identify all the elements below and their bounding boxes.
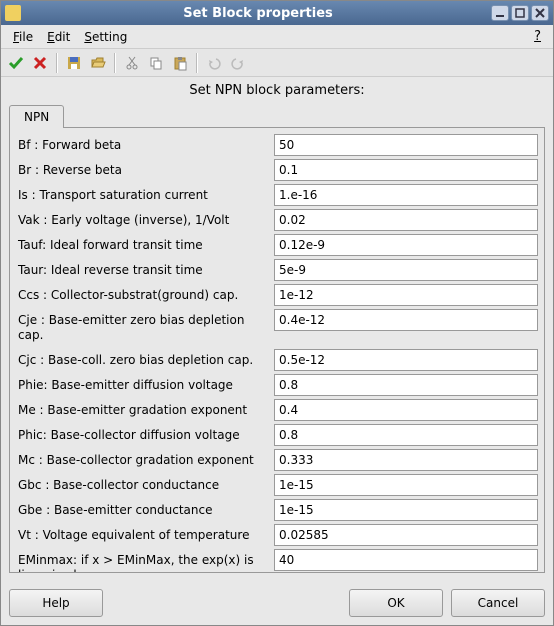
- cut-icon[interactable]: [121, 52, 143, 74]
- tab-npn[interactable]: NPN: [9, 105, 64, 128]
- maximize-button[interactable]: [511, 5, 529, 21]
- param-row: Phie: Base-emitter diffusion voltage: [16, 374, 538, 397]
- param-input[interactable]: [274, 259, 538, 281]
- param-row: Taur: Ideal reverse transit time: [16, 259, 538, 282]
- param-label: Gbc : Base-collector conductance: [16, 474, 274, 497]
- window: Set Block properties File Edit Setting ?…: [0, 0, 554, 626]
- param-row: Is : Transport saturation current: [16, 184, 538, 207]
- save-icon[interactable]: [63, 52, 85, 74]
- param-row: Br : Reverse beta: [16, 159, 538, 182]
- toolbar: [1, 49, 553, 77]
- param-input[interactable]: [274, 424, 538, 446]
- tab-panel: Bf : Forward betaBr : Reverse betaIs : T…: [9, 127, 545, 573]
- param-input[interactable]: [274, 349, 538, 371]
- param-row: Bf : Forward beta: [16, 134, 538, 157]
- param-input[interactable]: [274, 234, 538, 256]
- app-icon: [5, 5, 21, 21]
- menubar: File Edit Setting ?: [1, 25, 553, 49]
- param-row: Vak : Early voltage (inverse), 1/Volt: [16, 209, 538, 232]
- ok-button[interactable]: OK: [349, 589, 443, 617]
- menu-help[interactable]: ?: [528, 27, 547, 46]
- param-label: Phie: Base-emitter diffusion voltage: [16, 374, 274, 397]
- param-input[interactable]: [274, 499, 538, 521]
- open-icon[interactable]: [87, 52, 109, 74]
- param-input[interactable]: [274, 449, 538, 471]
- param-input[interactable]: [274, 284, 538, 306]
- param-label: Br : Reverse beta: [16, 159, 274, 182]
- param-label: Phic: Base-collector diffusion voltage: [16, 424, 274, 447]
- param-row: EMinmax: if x > EMinMax, the exp(x) is l…: [16, 549, 538, 573]
- param-row: Vt : Voltage equivalent of temperature: [16, 524, 538, 547]
- param-input[interactable]: [274, 159, 538, 181]
- param-row: Mc : Base-collector gradation exponent: [16, 449, 538, 472]
- ok-icon[interactable]: [5, 52, 27, 74]
- param-row: Ccs : Collector-substrat(ground) cap.: [16, 284, 538, 307]
- param-label: Cje : Base-emitter zero bias depletion c…: [16, 309, 274, 347]
- titlebar-buttons: [491, 5, 549, 21]
- param-label: EMinmax: if x > EMinMax, the exp(x) is l…: [16, 549, 274, 573]
- undo-icon[interactable]: [203, 52, 225, 74]
- minimize-button[interactable]: [491, 5, 509, 21]
- param-label: Ccs : Collector-substrat(ground) cap.: [16, 284, 274, 307]
- content-area: NPN Bf : Forward betaBr : Reverse betaIs…: [1, 104, 553, 581]
- cancel-button[interactable]: Cancel: [451, 589, 545, 617]
- close-button[interactable]: [531, 5, 549, 21]
- param-row: Gbe : Base-emitter conductance: [16, 499, 538, 522]
- menu-file[interactable]: File: [7, 28, 39, 46]
- param-label: Bf : Forward beta: [16, 134, 274, 157]
- paste-icon[interactable]: [169, 52, 191, 74]
- param-row: Gbc : Base-collector conductance: [16, 474, 538, 497]
- param-input[interactable]: [274, 134, 538, 156]
- param-label: Vt : Voltage equivalent of temperature: [16, 524, 274, 547]
- param-row: Phic: Base-collector diffusion voltage: [16, 424, 538, 447]
- param-input[interactable]: [274, 309, 538, 331]
- param-label: Is : Transport saturation current: [16, 184, 274, 207]
- titlebar[interactable]: Set Block properties: [1, 1, 553, 25]
- param-label: Mc : Base-collector gradation exponent: [16, 449, 274, 472]
- param-input[interactable]: [274, 184, 538, 206]
- param-label: Cjc : Base-coll. zero bias depletion cap…: [16, 349, 274, 372]
- copy-icon[interactable]: [145, 52, 167, 74]
- param-input[interactable]: [274, 524, 538, 546]
- param-label: Gbe : Base-emitter conductance: [16, 499, 274, 522]
- window-title: Set Block properties: [25, 6, 491, 21]
- param-row: Me : Base-emitter gradation exponent: [16, 399, 538, 422]
- param-input[interactable]: [274, 549, 538, 571]
- param-label: Vak : Early voltage (inverse), 1/Volt: [16, 209, 274, 232]
- param-input[interactable]: [274, 209, 538, 231]
- param-label: Me : Base-emitter gradation exponent: [16, 399, 274, 422]
- param-row: Cjc : Base-coll. zero bias depletion cap…: [16, 349, 538, 372]
- button-row: Help OK Cancel: [1, 581, 553, 625]
- param-input[interactable]: [274, 474, 538, 496]
- param-input[interactable]: [274, 374, 538, 396]
- menu-edit[interactable]: Edit: [41, 28, 76, 46]
- redo-icon[interactable]: [227, 52, 249, 74]
- menu-setting[interactable]: Setting: [78, 28, 133, 46]
- param-input[interactable]: [274, 399, 538, 421]
- param-label: Taur: Ideal reverse transit time: [16, 259, 274, 282]
- cancel-icon[interactable]: [29, 52, 51, 74]
- subtitle: Set NPN block parameters:: [1, 77, 553, 104]
- param-label: Tauf: Ideal forward transit time: [16, 234, 274, 257]
- param-row: Cje : Base-emitter zero bias depletion c…: [16, 309, 538, 347]
- help-button[interactable]: Help: [9, 589, 103, 617]
- param-row: Tauf: Ideal forward transit time: [16, 234, 538, 257]
- tab-strip: NPN: [9, 104, 545, 127]
